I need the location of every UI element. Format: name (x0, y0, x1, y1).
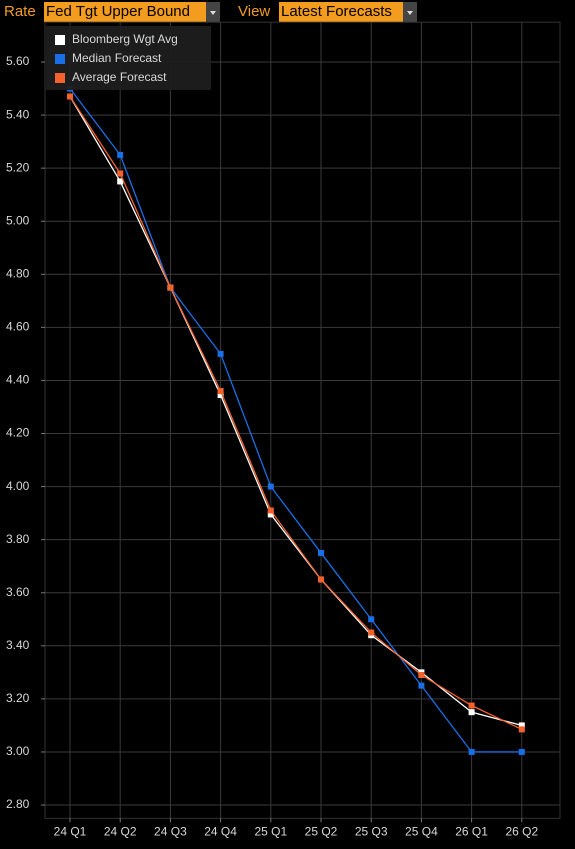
point-marker (117, 170, 124, 177)
y-tick-label: 4.60 (6, 320, 30, 334)
rate-value[interactable]: Fed Tgt Upper Bound (46, 3, 190, 20)
point-marker (418, 672, 425, 679)
x-tick-label: 25 Q4 (405, 824, 438, 838)
point-marker (167, 284, 174, 291)
series-line (69, 96, 522, 727)
point-marker (267, 507, 274, 514)
legend-swatch (55, 54, 65, 64)
plot-area (44, 21, 561, 819)
x-tick-label: 24 Q2 (104, 824, 137, 838)
legend-label: Bloomberg Wgt Avg (72, 32, 178, 46)
y-tick-label: 4.80 (6, 266, 30, 280)
y-tick-label: 3.60 (6, 585, 30, 599)
legend-label: Average Forecast (72, 70, 167, 84)
x-tick-label: 26 Q1 (455, 824, 488, 838)
point-marker (368, 616, 375, 623)
point-marker (217, 350, 224, 357)
legend-box (45, 26, 211, 90)
point-marker (217, 392, 224, 399)
point-marker (318, 576, 324, 583)
x-tick-label: 25 Q3 (355, 824, 388, 838)
view-value[interactable]: Latest Forecasts (281, 3, 392, 20)
point-marker (468, 702, 475, 709)
rate-label: Rate (4, 3, 36, 20)
view-dropdown[interactable] (279, 2, 403, 22)
y-tick-label: 3.00 (6, 744, 30, 758)
point-marker (117, 178, 124, 185)
arrow-icon (210, 11, 216, 15)
x-tick-label: 25 Q2 (305, 824, 338, 838)
y-tick-label: 5.40 (6, 107, 30, 121)
point-marker (117, 151, 124, 158)
point-marker (368, 629, 375, 636)
y-tick-label: 5.20 (6, 160, 30, 174)
y-tick-label: 3.40 (6, 638, 30, 652)
point-marker (267, 483, 274, 490)
plot: 2.80 3.00 3.20 3.40 3.60 3.80 4.00 4.20 4.40 4.60… (6, 21, 561, 838)
point-marker (518, 722, 525, 729)
y-tick-label: 5.00 (6, 213, 30, 227)
series-line (69, 88, 522, 753)
point-marker (468, 748, 475, 755)
arrow-icon (407, 11, 413, 15)
x-tick-label: 25 Q1 (254, 824, 287, 838)
point-marker (418, 682, 425, 689)
point-marker (217, 388, 224, 395)
point-marker (267, 511, 274, 518)
legend: Bloomberg Wgt Avg Median Forecast Average … (45, 26, 211, 90)
x-tick-label: 24 Q1 (54, 824, 87, 838)
y-tick-label: 4.00 (6, 479, 30, 493)
x-tick-label: 24 Q4 (204, 824, 237, 838)
y-tick-label: 3.20 (6, 691, 30, 705)
y-tick-label: 5.60 (6, 54, 30, 68)
point-marker (518, 726, 525, 733)
point-marker (67, 93, 73, 100)
rate-dropdown[interactable] (44, 2, 206, 22)
y-tick-label: 3.80 (6, 532, 30, 546)
y-tick-label: 4.40 (6, 373, 30, 387)
series-line (69, 96, 523, 730)
point-marker (318, 549, 324, 556)
y-tick-label: 4.20 (6, 426, 30, 440)
point-marker (468, 709, 475, 716)
legend-swatch (55, 73, 65, 83)
x-tick-label: 24 Q3 (154, 824, 187, 838)
view-label: View (238, 3, 270, 20)
y-tick-label: 2.80 (6, 797, 30, 811)
legend-swatch (55, 35, 65, 45)
point-marker (518, 748, 525, 755)
x-tick-label: 26 Q2 (505, 824, 538, 838)
legend-label: Median Forecast (72, 51, 162, 65)
